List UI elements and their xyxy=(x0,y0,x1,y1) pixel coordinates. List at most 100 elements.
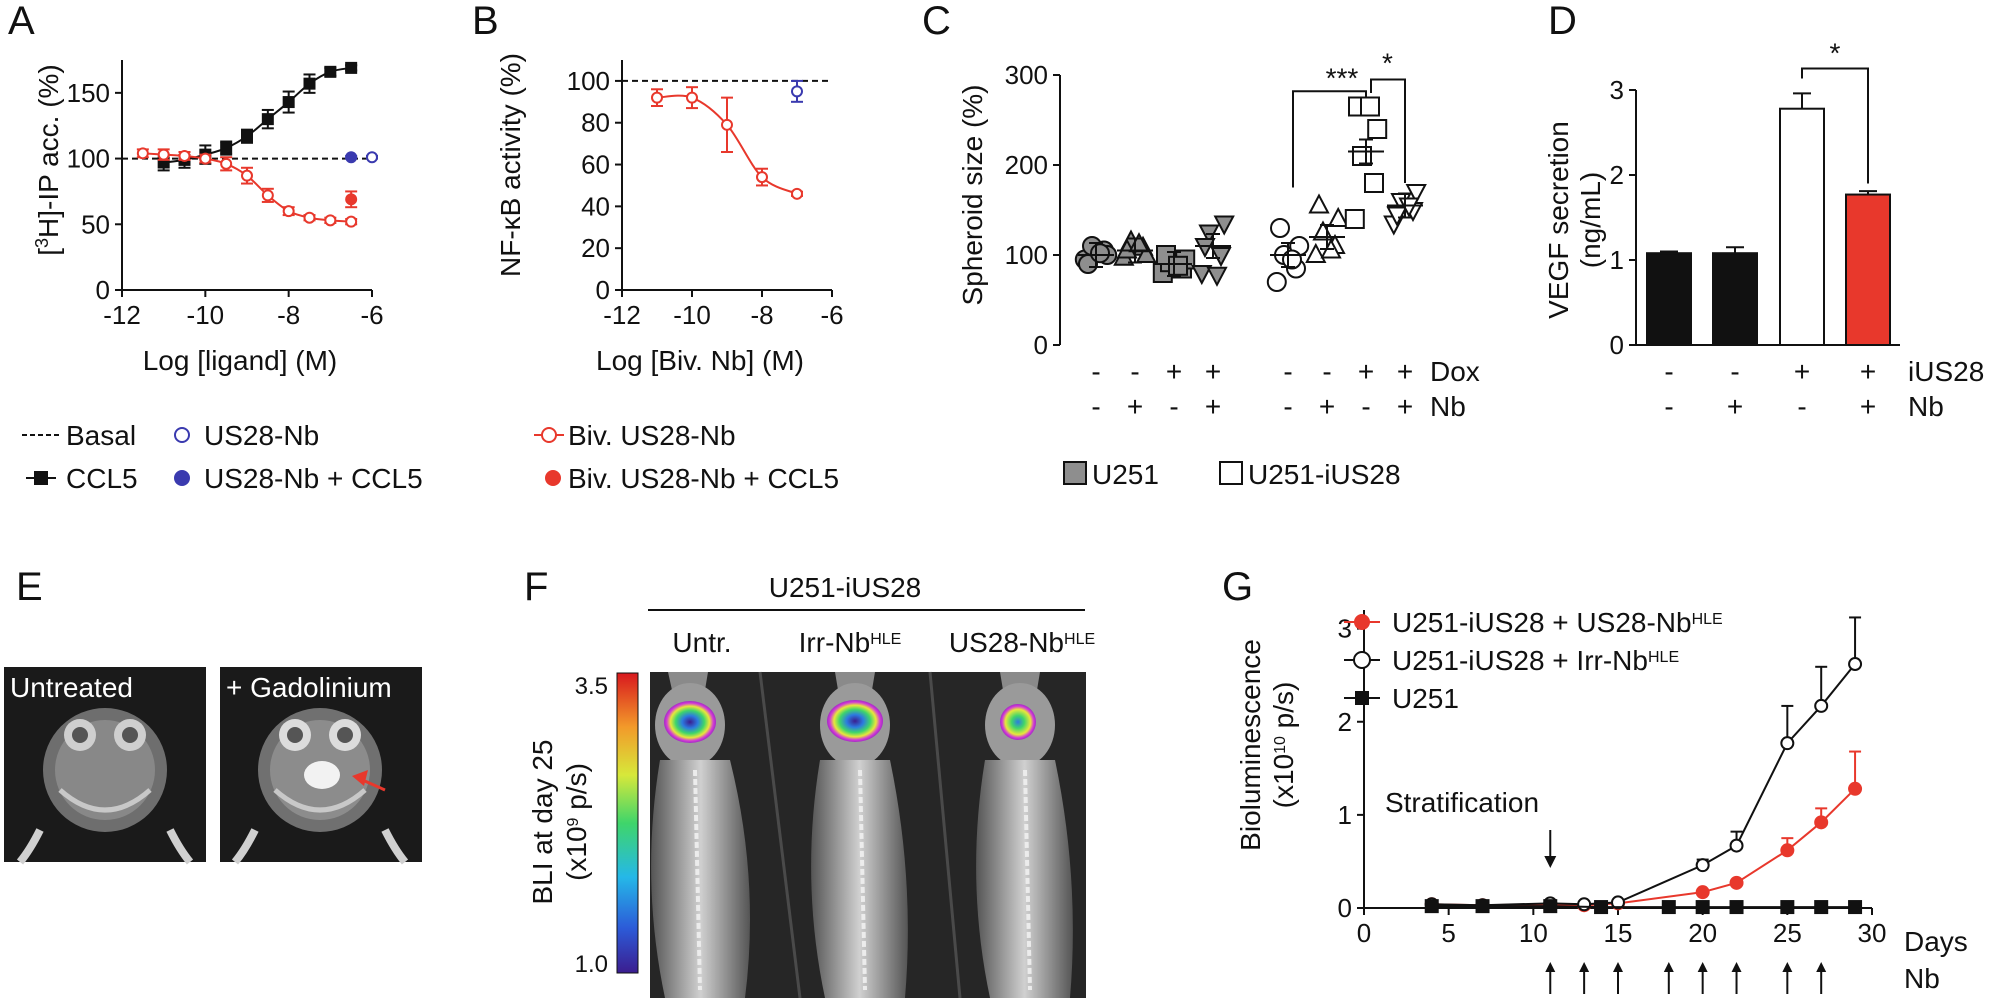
data-point-circle xyxy=(1848,781,1863,796)
nb-dose-arrow-icon xyxy=(1545,962,1556,972)
series-line xyxy=(163,66,352,164)
panel-f: F U251-iUS28 Untr. Irr-NbHLE US28-NbHLE … xyxy=(524,565,1095,998)
data-point-circle xyxy=(1270,218,1290,238)
x-tick-label: -6 xyxy=(820,300,843,330)
nb-dose-arrow-icon xyxy=(1782,962,1793,972)
mri-gadolinium-image: + Gadolinium xyxy=(220,667,422,865)
panel-a: A -12 -10 -8 -6 0 50 100 150 Log [ligand] (M) [… xyxy=(8,0,423,494)
data-point-triangle-down xyxy=(1194,238,1216,259)
dox-sign: + xyxy=(1358,356,1374,387)
y-tick-label: 100 xyxy=(1005,240,1048,270)
data-point-triangle-down xyxy=(1213,215,1235,236)
panel-d-row-nb: Nb xyxy=(1908,391,1944,422)
bli-colorbar xyxy=(616,672,639,974)
significance-label: *** xyxy=(1326,63,1359,94)
panel-e: E Untreated + Ga xyxy=(4,565,422,865)
data-point-square xyxy=(1360,96,1380,117)
data-point-open-circle xyxy=(366,151,378,164)
dox-sign: + xyxy=(1397,356,1413,387)
x-tick-label: 10 xyxy=(1519,918,1548,948)
nb-sign: + xyxy=(1205,391,1221,422)
data-point-open-circle xyxy=(282,205,295,218)
legend-g-open-label: U251-iUS28 + Irr-NbHLE xyxy=(1392,645,1679,676)
y-tick-label: 40 xyxy=(581,191,610,221)
data-point-square xyxy=(282,96,295,109)
dox-sign: - xyxy=(1322,356,1331,387)
data-point-open-circle xyxy=(1577,897,1592,912)
x-tick-label: -8 xyxy=(750,300,773,330)
data-point-open-circle xyxy=(756,171,768,184)
y-tick-label: 300 xyxy=(1005,60,1048,90)
mouse-irr-nb xyxy=(811,672,908,998)
data-point-square xyxy=(1168,255,1188,276)
panel-c-row-nb: Nb xyxy=(1430,391,1466,422)
x-tick-label: 30 xyxy=(1858,918,1887,948)
nb-sign: - xyxy=(1797,391,1806,422)
red-arrow-icon xyxy=(352,770,368,786)
data-point-triangle-down xyxy=(1386,206,1408,227)
dox-sign: + xyxy=(1205,356,1221,387)
y-tick-label: 100 xyxy=(67,144,110,174)
panel-b-ylabel: NF-κB activity (%) xyxy=(495,53,526,277)
legend-u251-label: U251 xyxy=(1092,459,1159,490)
x-tick-label: 20 xyxy=(1688,918,1717,948)
panel-letter-b: B xyxy=(472,0,499,43)
nb-sign: + xyxy=(1727,391,1743,422)
panel-f-group-title: U251-iUS28 xyxy=(769,572,922,603)
data-point-open-circle xyxy=(721,118,733,131)
series-line xyxy=(1431,663,1856,907)
data-point-square xyxy=(1475,899,1490,914)
panel-b-legend: Biv. US28-Nb Biv. US28-Nb + CCL5 xyxy=(534,420,839,494)
y-tick-label: 100 xyxy=(567,66,610,96)
data-point-square xyxy=(303,77,316,90)
dox-sign: - xyxy=(1283,356,1292,387)
dox-sign: + xyxy=(1166,356,1182,387)
data-point-triangle-down xyxy=(1191,265,1213,286)
data-point-open-circle xyxy=(303,211,316,224)
data-point-open-circle xyxy=(261,189,274,202)
data-point-circle xyxy=(345,151,358,164)
panel-d-ylabel-line2: (ng/mL) xyxy=(1575,172,1606,268)
x-tick-label: 15 xyxy=(1604,918,1633,948)
panel-d-plot: 0 1 2 3 * - - - + + - + + xyxy=(1610,38,1900,422)
legend-g-red-label: U251-iUS28 + US28-NbHLE xyxy=(1392,607,1723,638)
data-point-open-circle xyxy=(791,85,803,98)
data-point-open-circle xyxy=(345,215,358,228)
y-tick-label: 20 xyxy=(581,233,610,263)
panel-b-plot: -12 -10 -8 -6 0 20 40 60 80 100 xyxy=(567,60,844,330)
legend-g-red-marker xyxy=(1354,614,1370,630)
data-point-square xyxy=(1352,146,1372,166)
nb-dose-arrow-icon xyxy=(1816,962,1827,972)
nb-sign: + xyxy=(1397,391,1413,422)
panel-a-xlabel: Log [ligand] (M) xyxy=(143,345,338,376)
panel-d: D 0 1 2 3 * - - - + + - + + VEGF secretion (ng/mL) i… xyxy=(1543,0,1984,422)
data-point-square xyxy=(1594,900,1609,915)
data-point-square xyxy=(324,65,337,78)
data-point-open-circle xyxy=(1729,838,1744,853)
panel-g-ylabel-line2: (x1010 p/s) xyxy=(1268,682,1299,809)
y-tick-label: 80 xyxy=(581,108,610,138)
colorbar-max-label: 3.5 xyxy=(575,673,608,700)
y-tick-label: 0 xyxy=(596,275,610,305)
x-tick-label: -12 xyxy=(103,300,141,330)
panel-letter-d: D xyxy=(1548,0,1577,43)
significance-bracket xyxy=(1292,90,1367,188)
stratification-arrow-icon xyxy=(1544,856,1557,868)
panel-letter-f: F xyxy=(524,565,548,609)
nb-sign: - xyxy=(1664,391,1673,422)
panel-a-ylabel: [3H]-IP acc. (%) xyxy=(32,64,64,256)
data-point-open-circle xyxy=(241,169,253,182)
data-point-square xyxy=(1661,900,1676,915)
x-tick-label: 5 xyxy=(1441,918,1455,948)
colorbar-label-line1: BLI at day 25 xyxy=(527,739,558,904)
series-line xyxy=(142,152,352,223)
data-point-square xyxy=(1543,899,1558,914)
nb-sign: - xyxy=(1283,391,1292,422)
bar xyxy=(1712,252,1758,346)
y-tick-label: 0 xyxy=(1338,893,1352,923)
nb-sign: + xyxy=(1860,391,1876,422)
data-point-circle xyxy=(345,193,358,206)
panel-c-row-dox: Dox xyxy=(1430,356,1480,387)
x-tick-label: 25 xyxy=(1773,918,1802,948)
